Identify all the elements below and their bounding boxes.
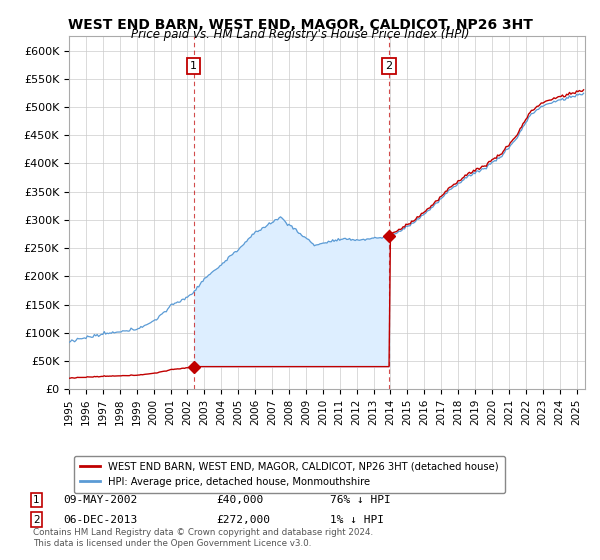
Text: 1: 1 [190,62,197,71]
Text: WEST END BARN, WEST END, MAGOR, CALDICOT, NP26 3HT: WEST END BARN, WEST END, MAGOR, CALDICOT… [68,18,532,32]
Text: Contains HM Land Registry data © Crown copyright and database right 2024.
This d: Contains HM Land Registry data © Crown c… [33,528,373,548]
Text: 1% ↓ HPI: 1% ↓ HPI [330,515,384,525]
Text: 76% ↓ HPI: 76% ↓ HPI [330,495,391,505]
Text: Price paid vs. HM Land Registry's House Price Index (HPI): Price paid vs. HM Land Registry's House … [131,28,469,41]
Legend: WEST END BARN, WEST END, MAGOR, CALDICOT, NP26 3HT (detached house), HPI: Averag: WEST END BARN, WEST END, MAGOR, CALDICOT… [74,456,505,493]
Text: 1: 1 [33,495,40,505]
Text: 2: 2 [386,62,392,71]
Text: 09-MAY-2002: 09-MAY-2002 [63,495,137,505]
Text: 2: 2 [33,515,40,525]
Text: £40,000: £40,000 [216,495,263,505]
Text: 06-DEC-2013: 06-DEC-2013 [63,515,137,525]
Text: £272,000: £272,000 [216,515,270,525]
